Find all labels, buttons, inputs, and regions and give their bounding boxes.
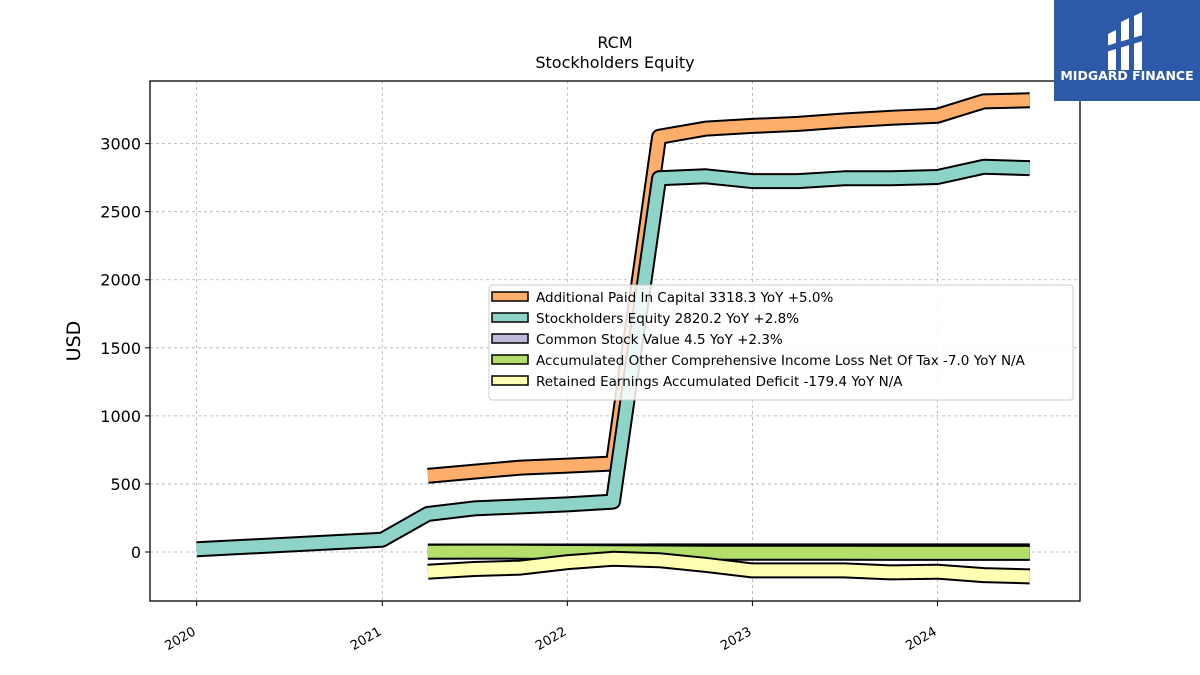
y-tick-label: 2000: [100, 271, 141, 290]
y-tick-label: 1500: [100, 339, 141, 358]
y-tick-label: 0: [131, 543, 141, 562]
legend-box: [488, 284, 1074, 401]
series-fill: [427, 94, 1030, 482]
y-tick-label: 2500: [100, 203, 141, 222]
legend-entry: Accumulated Other Comprehensive Income L…: [536, 353, 1026, 369]
x-tick-label: 2022: [533, 624, 569, 654]
y-axis-label: USD: [63, 321, 85, 362]
x-tick-label: 2021: [348, 624, 384, 654]
legend-swatch: [491, 354, 529, 365]
legend-swatch: [491, 291, 529, 302]
y-tick-label: 1000: [100, 407, 141, 426]
brand-logo: MIDGARD FINANCE: [1054, 0, 1200, 101]
legend-swatch: [491, 375, 529, 386]
legend-swatch: [491, 333, 529, 344]
x-tick-layer: 2020 2021 2022 2023 2024: [162, 601, 940, 654]
legend-swatch: [491, 312, 529, 323]
x-tick-label: 2023: [718, 624, 754, 654]
chart-title: RCM: [597, 33, 632, 52]
series-line-0: [427, 92, 1030, 484]
series-line-1: [196, 158, 1031, 558]
series-fill: [196, 160, 1030, 556]
y-tick-layer: 0 500 1000 1500 2000 2500 3000: [100, 135, 150, 562]
x-tick-label: 2020: [162, 624, 198, 654]
legend-entry: Stockholders Equity 2820.2 YoY +2.8%: [536, 311, 799, 327]
series-line-4: [427, 550, 1031, 585]
midgard-logo-icon: [1106, 12, 1146, 70]
y-tick-label: 3000: [100, 135, 141, 154]
y-tick-label: 500: [110, 475, 141, 494]
legend: Additional Paid In Capital 3318.3 YoY +5…: [488, 284, 1074, 401]
series-fill: [427, 545, 1030, 559]
legend-entry: Additional Paid In Capital 3318.3 YoY +5…: [536, 290, 833, 306]
chart-subtitle: Stockholders Equity: [535, 53, 694, 72]
x-tick-label: 2024: [903, 624, 939, 654]
legend-entry: Common Stock Value 4.5 YoY +2.3%: [536, 332, 783, 348]
legend-entry: Retained Earnings Accumulated Deficit -1…: [536, 374, 903, 390]
plot-frame: [149, 80, 1081, 602]
series-layer: [196, 92, 1031, 585]
series-line-3: [427, 543, 1030, 561]
brand-name: MIDGARD FINANCE: [1060, 68, 1193, 83]
series-fill: [427, 552, 1030, 583]
